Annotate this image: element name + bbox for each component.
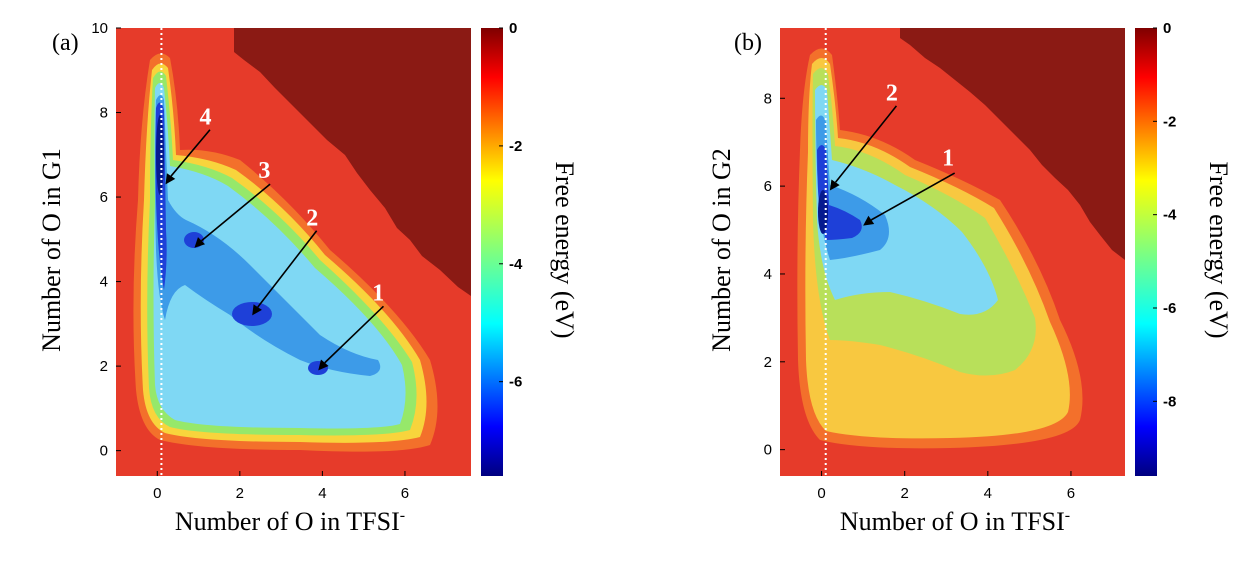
panel-a-minimum-arrow [170, 129, 211, 177]
panel-b-minimum-arrow [834, 105, 898, 183]
panel-b-x-tick-label: 0 [817, 485, 825, 502]
panel-a-minimum-arrow [324, 305, 385, 364]
panel-a-minimum-label: 2 [306, 205, 318, 231]
panel-b-colorbar-ticks: 0 -2 -4 -6 -8 [1153, 20, 1177, 410]
panel-a-unsampled-region [234, 28, 471, 296]
panel-a-colorbar [481, 28, 503, 476]
panel-b-unsampled-region [900, 28, 1125, 260]
panel-a-colorbar-tick-label: -4 [509, 256, 523, 273]
panel-a-label: (a) [52, 30, 79, 56]
panel-b-colorbar-tick-label: -6 [1163, 300, 1176, 317]
panel-a-colorbar-tick-label: -2 [509, 138, 522, 155]
panel-a-y-tick-label: 8 [100, 105, 108, 122]
panel-b-colorbar-tick-label: -2 [1163, 113, 1176, 130]
panel-a-xlabel-main: Number of O in TFSI [175, 507, 400, 536]
panel-a-y-tick-label: 6 [100, 189, 108, 206]
panel-b-y-tick-label: 8 [764, 90, 772, 107]
panel-a-x-tick-label: 4 [318, 485, 326, 502]
panel-b-y-tick-label: 6 [764, 178, 772, 195]
panel-a-minima: 1 2 3 4 [165, 104, 385, 371]
panel-b-minimum-arrowhead [863, 215, 875, 226]
panel-a-deep-basin-2 [232, 302, 272, 326]
panel-a-x-tick-label: 2 [236, 485, 244, 502]
panel-a-y-tick-label: 4 [100, 274, 108, 291]
panel-b-minimum-arrow [870, 172, 956, 221]
panel-b-minimum-arrowhead [829, 179, 840, 191]
panel-a-minimum-arrowhead [252, 304, 262, 316]
panel-b-xlabel-sup: - [1065, 507, 1070, 524]
panel-b-ylabel: Number of O in G2 [707, 148, 736, 352]
panel-b-ticks: 0 2 4 6 0 2 4 6 8 [764, 90, 1075, 502]
panel-b-colorbar-tick-label: -8 [1163, 393, 1176, 410]
panel-b-y-tick-label: 4 [764, 266, 772, 283]
panel-a-minimum-label: 4 [200, 104, 212, 130]
panel-b-y-tick-label: 0 [764, 442, 772, 459]
panel-a-xlabel-sup: - [400, 507, 405, 524]
panel-b-colorbar-tick-label: 0 [1163, 20, 1171, 37]
panel-b-xlabel: Number of O in TFSI- [840, 507, 1070, 536]
panel-b-colorbar [1135, 28, 1157, 476]
panel-a-minimum-arrowhead [165, 173, 176, 185]
panel-a-minimum-arrowhead [318, 359, 329, 371]
panel-a-colorbar-ticks: 0 -2 -4 -6 [499, 20, 523, 391]
panel-b-x-tick-label: 4 [984, 485, 992, 502]
panel-b-contour-blue-deep [817, 145, 862, 240]
panel-a-contour-cyan [153, 83, 406, 429]
panel-b-xlabel-main: Number of O in TFSI [840, 507, 1065, 536]
panel-a-xlabel: Number of O in TFSI- [175, 507, 405, 536]
panel-b-x-tick-label: 6 [1067, 485, 1075, 502]
panel-a-deep-basin-3 [184, 232, 204, 248]
panel-a-x-tick-label: 0 [153, 485, 161, 502]
panel-b-basin-core [818, 190, 828, 234]
panel-a-minimum-arrow [200, 183, 271, 242]
panel-b-heatmap [780, 28, 1125, 476]
panel-a-x-tick-label: 6 [401, 485, 409, 502]
panel-b-y-tick-label: 2 [764, 354, 772, 371]
panel-a-minimum-label: 1 [372, 280, 384, 306]
panel-a-colorbar-label: Free energy (eV) [550, 161, 579, 338]
panel-a-ticks: 0 2 4 6 0 2 4 6 8 10 [91, 20, 409, 502]
panel-a-y-tick-label: 2 [100, 358, 108, 375]
panel-a-minimum-arrow [257, 230, 318, 308]
panel-b-colorbar-tick-label: -4 [1163, 207, 1177, 224]
panel-a-colorbar-tick-label: 0 [509, 20, 517, 37]
panel-a-y-tick-label: 0 [100, 443, 108, 460]
panel-b-x-tick-label: 2 [901, 485, 909, 502]
panel-a-ylabel: Number of O in G1 [37, 148, 66, 352]
panel-a-y-tick-label: 10 [91, 20, 108, 37]
panel-a-heatmap [116, 28, 471, 476]
panel-a-basin-core [156, 115, 164, 195]
panel-b-minimum-label: 1 [942, 146, 954, 172]
panel-b-minima: 12 [829, 81, 956, 226]
panel-b-minimum-label: 2 [886, 81, 898, 107]
panel-a-minimum-arrowhead [194, 237, 206, 248]
panel-a-minimum-label: 3 [258, 158, 270, 184]
panel-b-label: (b) [734, 30, 762, 56]
panel-a-colorbar-tick-label: -6 [509, 374, 522, 391]
panel-b-colorbar-label: Free energy (eV) [1204, 161, 1233, 338]
